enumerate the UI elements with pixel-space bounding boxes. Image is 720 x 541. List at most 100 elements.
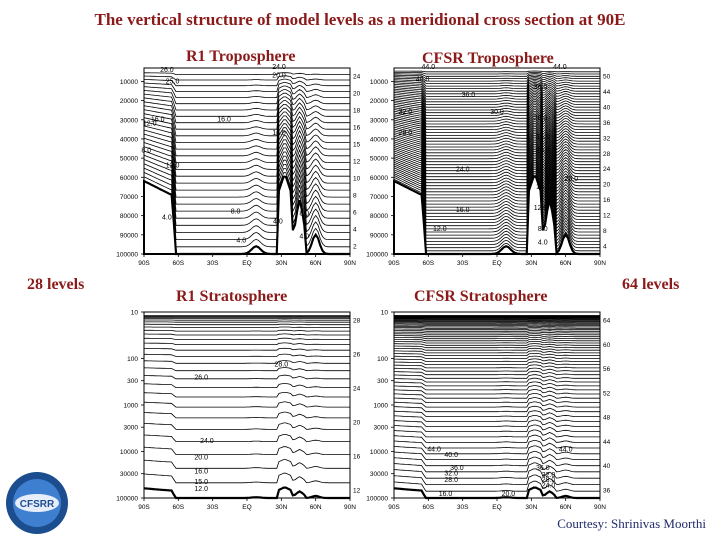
cfsrr-logo: CFSRR: [2, 470, 72, 536]
contour-label: 20.0: [194, 455, 208, 462]
right-level-label: 40: [603, 104, 611, 111]
x-tick-label: EQ: [242, 504, 251, 511]
y-tick-label: 10000: [120, 449, 138, 456]
contour-label: 8.0: [538, 226, 548, 233]
right-level-label: 28: [603, 151, 611, 158]
right-level-label: 52: [603, 390, 611, 397]
y-tick-label: 90000: [370, 232, 388, 239]
contour-label: 4.0: [162, 215, 172, 222]
contour-label: 4.0: [236, 238, 246, 245]
contour-label: 28.0: [444, 477, 458, 484]
y-tick-label: 300: [127, 378, 138, 385]
contour-label: 24.0: [536, 134, 550, 141]
contour-label: 24.0: [200, 438, 214, 445]
contour-label: 8.0: [141, 147, 151, 154]
contour-label: 44.0: [427, 447, 441, 454]
contour-label: 30.0: [490, 109, 504, 116]
y-tick-label: 90000: [120, 232, 138, 239]
contour-label: 4.0: [299, 234, 309, 241]
right-level-label: 56: [603, 366, 611, 373]
contour-label: 16.0: [272, 130, 286, 137]
right-level-label: 12: [603, 213, 611, 220]
right-level-label: 36: [603, 488, 611, 495]
y-tick-label: 50000: [120, 156, 138, 163]
contour-label: 4.0: [538, 239, 548, 246]
right-level-label: 32: [603, 135, 611, 142]
y-tick-label: 1000: [124, 403, 139, 410]
x-tick-label: 30N: [275, 260, 287, 267]
contour-label: 44.0: [559, 447, 573, 454]
contour-label: 16.0: [194, 469, 208, 476]
r1-stratosphere-svg: 26.024.020.016.015.012.028.0101003001000…: [96, 306, 366, 524]
r1-troposphere-svg: 26.025.016.012.016.08.012.04.08.04.024.0…: [96, 62, 366, 280]
left-levels-label: 28 levels: [27, 276, 84, 294]
contour-label: 40.0: [416, 76, 430, 83]
right-level-label: 24: [603, 166, 611, 173]
x-tick-label: EQ: [242, 260, 251, 267]
y-tick-label: 30000: [370, 471, 388, 478]
cfsr-troposphere-svg: 44.040.036.032.028.024.016.012.044.036.0…: [346, 62, 616, 280]
contour-label: 12.0: [433, 226, 447, 233]
y-tick-label: 100: [377, 356, 388, 363]
contour-label: 28.0: [534, 115, 548, 122]
x-tick-label: 60S: [423, 504, 435, 511]
r1-stratosphere-title: R1 Stratosphere: [176, 288, 287, 306]
x-tick-label: 30S: [207, 260, 219, 267]
right-level-label: 16: [603, 197, 611, 204]
right-level-label: 60: [603, 342, 611, 349]
x-tick-label: 60S: [173, 260, 185, 267]
y-tick-label: 1000: [374, 403, 389, 410]
y-tick-label: 100000: [366, 496, 388, 503]
x-tick-label: 60S: [173, 504, 185, 511]
logo-text: CFSRR: [20, 499, 55, 510]
right-level-label: 8: [603, 228, 607, 235]
x-tick-label: 30N: [525, 504, 537, 511]
y-tick-label: 10: [131, 310, 139, 317]
right-level-label: 36: [603, 120, 611, 127]
x-tick-label: 30N: [275, 504, 287, 511]
contour-label: 16.0: [151, 117, 165, 124]
y-tick-label: 100000: [366, 252, 388, 259]
y-tick-label: 70000: [370, 194, 388, 201]
y-tick-label: 3000: [374, 425, 389, 432]
contour-label: 8.0: [231, 209, 241, 216]
right-level-label: 44: [603, 439, 611, 446]
credit-text: Courtesy: Shrinivas Moorthi: [557, 516, 706, 532]
contour-label: 12.0: [194, 486, 208, 493]
x-tick-label: 30S: [457, 260, 469, 267]
y-tick-label: 30000: [120, 471, 138, 478]
y-tick-label: 80000: [120, 213, 138, 220]
x-tick-label: 60N: [310, 504, 322, 511]
right-level-label: 64: [603, 318, 611, 325]
contour-label: 12.0: [534, 205, 548, 212]
contour-label: 28.0: [274, 362, 288, 369]
contour-label: 36.0: [534, 84, 548, 91]
x-tick-label: EQ: [492, 504, 501, 511]
cfsr-stratosphere-svg: 44.040.036.032.028.016.044.036.032.028.0…: [346, 306, 616, 524]
y-tick-label: 3000: [124, 425, 139, 432]
contour-label: 24.0: [542, 483, 556, 490]
x-tick-label: 30N: [525, 260, 537, 267]
y-tick-label: 10000: [370, 79, 388, 86]
y-tick-label: 10: [381, 310, 389, 317]
page-title: The vertical structure of model levels a…: [0, 10, 720, 30]
y-tick-label: 80000: [370, 213, 388, 220]
y-tick-label: 20000: [120, 98, 138, 105]
contour-label: 4.0: [273, 218, 283, 225]
right-level-label: 44: [603, 89, 611, 96]
right-levels-label: 64 levels: [622, 276, 679, 294]
x-tick-label: 60N: [560, 260, 572, 267]
contour-label: 26.0: [160, 67, 174, 74]
x-tick-label: 90N: [594, 504, 606, 511]
cfsrr-logo-icon: CFSRR: [2, 470, 72, 536]
y-tick-label: 40000: [120, 136, 138, 143]
y-tick-label: 10000: [120, 79, 138, 86]
x-tick-label: 30S: [457, 504, 469, 511]
x-tick-label: 90S: [138, 504, 150, 511]
contour-label: 12.0: [166, 163, 180, 170]
y-tick-label: 60000: [370, 175, 388, 182]
